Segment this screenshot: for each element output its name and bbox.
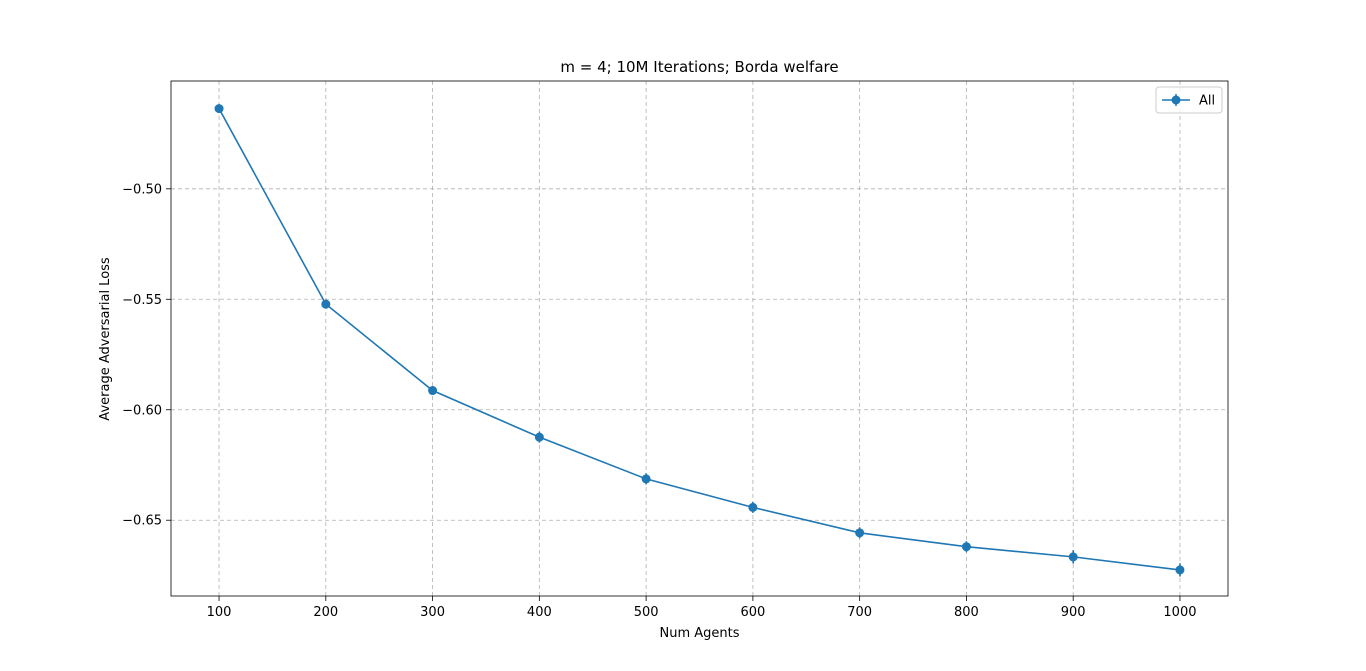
tick-labels: 100 200 300 400 500 600 700 800 900 1000 −0.50 −0.5… xyxy=(122,182,1196,620)
y-axis-label: Average Adversarial Loss xyxy=(98,257,113,421)
data-point xyxy=(855,528,865,538)
x-tick-label: 900 xyxy=(1061,605,1086,620)
legend: All xyxy=(1155,86,1223,114)
x-tick-label: 800 xyxy=(954,605,979,620)
data-point xyxy=(534,432,544,442)
chart-title: m = 4; 10M Iterations; Borda welfare xyxy=(560,58,838,76)
x-tick-label: 100 xyxy=(207,605,232,620)
x-tick-label: 1000 xyxy=(1163,605,1196,620)
axes xyxy=(166,80,1229,601)
grid-lines xyxy=(171,81,1228,596)
data-point xyxy=(961,542,971,552)
x-tick-label: 200 xyxy=(313,605,338,620)
legend-label: All xyxy=(1199,94,1215,109)
y-tick-label: −0.50 xyxy=(122,182,162,197)
x-tick-label: 600 xyxy=(740,605,765,620)
y-tick-label: −0.55 xyxy=(122,293,162,308)
y-tick-label: −0.65 xyxy=(122,514,162,529)
data-point xyxy=(748,502,758,512)
data-point xyxy=(428,386,438,396)
x-tick-label: 500 xyxy=(634,605,659,620)
data-point xyxy=(641,474,651,484)
x-axis-label: Num Agents xyxy=(659,626,739,641)
x-tick-label: 400 xyxy=(527,605,552,620)
legend-marker xyxy=(1171,95,1181,105)
plot-frame xyxy=(170,80,1229,597)
data-point xyxy=(214,104,224,114)
x-tick-label: 700 xyxy=(847,605,872,620)
series-line-all xyxy=(218,108,1181,571)
data-point xyxy=(1068,552,1078,562)
data-point xyxy=(321,299,331,309)
x-tick-label: 300 xyxy=(420,605,445,620)
data-point xyxy=(1175,565,1185,575)
series-layer xyxy=(214,104,1185,575)
y-tick-label: −0.60 xyxy=(122,403,162,418)
